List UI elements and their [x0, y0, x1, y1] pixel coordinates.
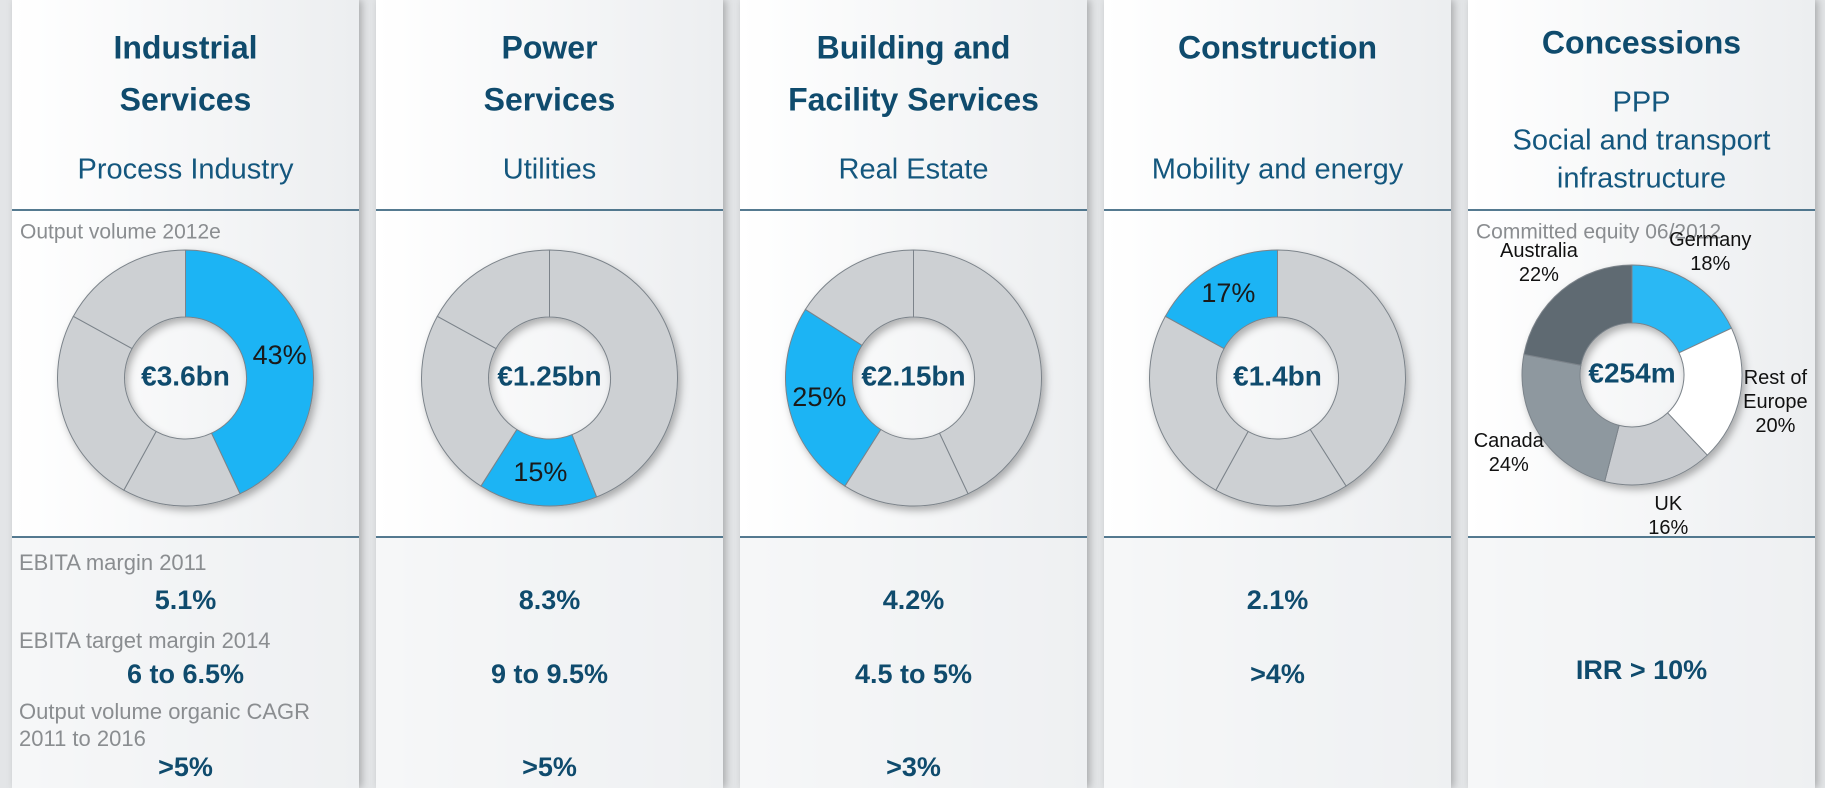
donut-slice: [1666, 327, 1743, 456]
center-label: €2.15bn: [861, 360, 965, 391]
value-label: 22%: [1518, 263, 1559, 286]
panel-lower: [1104, 537, 1451, 788]
metric-value: >4%: [1250, 659, 1305, 689]
metric-value: >5%: [158, 752, 213, 782]
donut-slice: [57, 315, 157, 491]
metric-label: EBITA margin 2011: [19, 550, 207, 575]
center-label: €1.25bn: [497, 360, 601, 391]
metric-label: EBITA target margin 2014: [19, 628, 271, 653]
donut-slice: [913, 249, 1042, 495]
column-subtitle: Mobility and energy: [1152, 154, 1404, 186]
metric-value: 5.1%: [155, 585, 217, 615]
donut-slice: [804, 249, 914, 347]
column-title: Industrial: [113, 29, 257, 65]
value-label: 25%: [792, 382, 846, 412]
column-title: Building and: [817, 29, 1011, 65]
column-title: Power: [501, 29, 597, 65]
panel-lower: [740, 537, 1087, 788]
metric-label: EBITA target margin 2014: [19, 628, 271, 653]
column-title: Facility Services: [788, 81, 1039, 117]
metric-value: 2.1%: [1247, 585, 1309, 615]
metric-value: 9 to 9.5%: [491, 659, 608, 689]
chart-label: Output volume 2012e: [20, 221, 221, 244]
metric-label: Output volume organic CAGR 2011 to 2016: [19, 699, 311, 751]
column-subtitle: infrastructure: [1557, 163, 1726, 195]
column-subtitle: PPP: [1612, 87, 1670, 119]
column-subtitle: Process Industry: [78, 154, 294, 186]
value-label: 18%: [1690, 252, 1731, 275]
center-label: €1.4bn: [1233, 360, 1322, 391]
metric-value: >5%: [522, 752, 577, 782]
value-label: 17%: [1201, 278, 1255, 308]
donut: [421, 249, 678, 507]
donut-slice: [185, 249, 314, 495]
donut: [1521, 264, 1743, 486]
panel-lower: [376, 537, 723, 788]
column-subtitle: Real Estate: [839, 154, 989, 186]
center-label: €3.6bn: [141, 360, 230, 391]
metric-value: IRR > 10%: [1576, 655, 1707, 685]
category-label: UK: [1654, 493, 1683, 516]
metric-value: 4.5 to 5%: [855, 659, 972, 689]
metric-value: >3%: [886, 752, 941, 782]
donut-slice: [436, 249, 550, 350]
donut-slice: [1149, 315, 1249, 491]
value-label: 24%: [1488, 454, 1529, 477]
donut-slice: [785, 308, 882, 487]
center-label: €254m: [1588, 357, 1675, 388]
column-title: Concessions: [1542, 24, 1741, 60]
panel-lower: [12, 537, 359, 788]
metric-label: EBITA margin 2011: [19, 550, 207, 575]
donut: [57, 249, 314, 507]
column-title: Services: [120, 81, 252, 117]
category-label: Australia: [1500, 239, 1578, 262]
donut-slice: [1521, 353, 1620, 483]
donut-slice: [1277, 249, 1406, 487]
donut-slice: [1164, 249, 1278, 350]
donut-slice: [421, 315, 518, 487]
value-label: 43%: [253, 340, 307, 370]
chart-label: Committed equity 06/2012: [1476, 221, 1721, 244]
donut-slice: [72, 249, 186, 350]
category-label: Rest of Europe: [1743, 367, 1808, 414]
value-label: 16%: [1648, 517, 1689, 540]
metric-label: Output volume organic CAGR 2011 to 2016: [19, 699, 311, 751]
donut-slice: [549, 249, 678, 498]
donut: [785, 249, 1042, 507]
column-subtitle: Social and transport: [1513, 125, 1771, 157]
column-title: Services: [484, 81, 616, 117]
column-subtitle: Utilities: [503, 154, 596, 186]
value-label: 15%: [513, 457, 567, 487]
donut: [1149, 249, 1406, 507]
category-label: Germany: [1669, 228, 1752, 251]
category-label: Canada: [1473, 430, 1544, 453]
donut-slice: [1631, 264, 1733, 354]
panel-lower: [1468, 537, 1815, 788]
metric-value: 6 to 6.5%: [127, 659, 244, 689]
column-title: Construction: [1178, 29, 1377, 65]
metric-value: 8.3%: [519, 585, 581, 615]
donut-slice: [1523, 264, 1633, 366]
metric-value: 4.2%: [883, 585, 945, 615]
value-label: 20%: [1755, 415, 1796, 438]
